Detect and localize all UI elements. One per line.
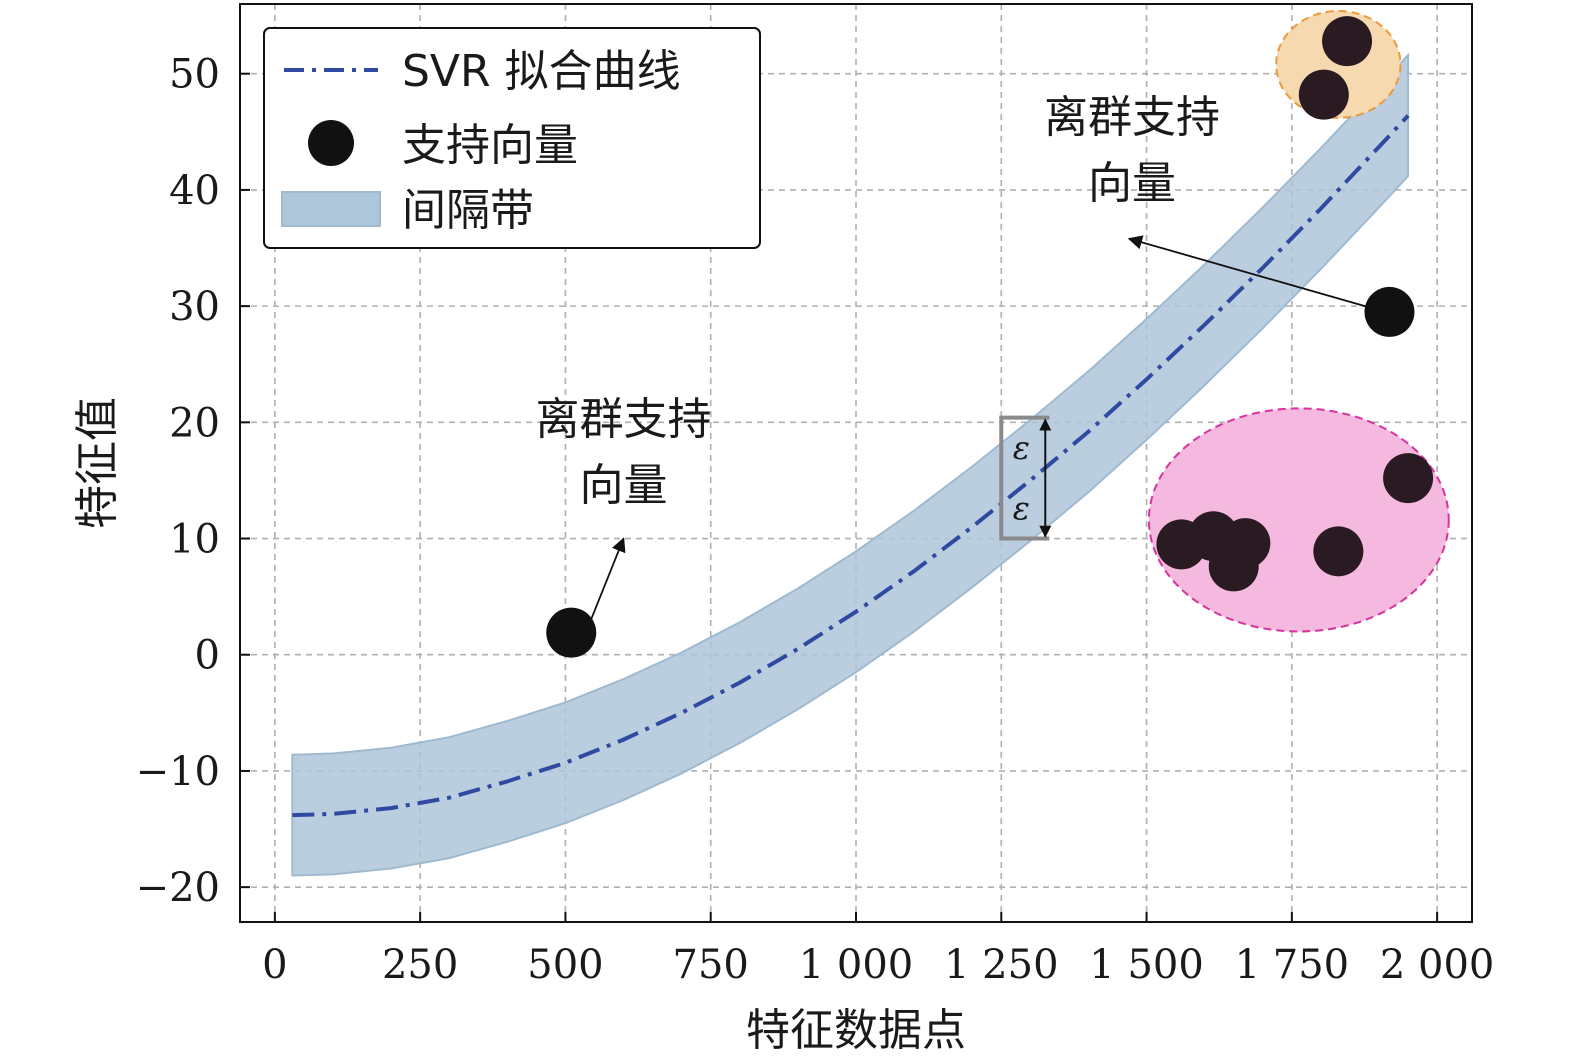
x-tick-label: 1 750 (1235, 942, 1350, 988)
support-vector-point (1364, 286, 1415, 337)
support-vector-point (1322, 16, 1373, 67)
annotation-arrow (584, 537, 626, 633)
support-vector-point (1298, 69, 1349, 120)
pink-cluster-ellipse (1147, 407, 1450, 633)
x-tick-label: 250 (382, 942, 458, 988)
annotation-arrow (1127, 235, 1374, 310)
epsilon-marker: εε (999, 415, 1052, 541)
x-tick-label: 750 (673, 942, 749, 988)
legend-box (263, 27, 761, 249)
support-vectors (546, 16, 1434, 658)
y-tick-label: 0 (195, 633, 220, 679)
legend: SVR 拟合曲线 支持向量 间隔带 (263, 27, 761, 249)
axis-ticks: 0 250 500 750 1 000 1 250 1 500 1 750 2 000−20−1… (136, 52, 1495, 988)
epsilon-label-lower: ε (1013, 489, 1030, 527)
annotation-text: 离群支持 (536, 394, 712, 445)
y-axis-title: 特征值 (72, 397, 123, 529)
x-tick-label: 1 000 (799, 942, 914, 988)
support-vector-point (1220, 518, 1271, 569)
epsilon-bracket (999, 415, 1050, 541)
x-tick-label: 500 (527, 942, 603, 988)
support-vector-point (546, 607, 597, 658)
x-tick-label: 1 500 (1089, 942, 1204, 988)
legend-points-label: 支持向量 (402, 120, 578, 171)
annotation-text: 向量 (580, 460, 668, 511)
svr-fit-curve (292, 114, 1410, 818)
y-tick-label: 30 (169, 284, 220, 330)
x-tick-label: 0 (262, 942, 287, 988)
y-tick-label: 20 (169, 400, 220, 446)
annotation-text: 向量 (1088, 158, 1176, 209)
y-tick-label: 50 (169, 52, 220, 98)
y-tick-label: 40 (169, 168, 220, 214)
support-vector-point (1383, 453, 1434, 504)
x-tick-label: 2 000 (1380, 942, 1495, 988)
y-tick-label: −20 (136, 865, 220, 911)
legend-curve-label: SVR 拟合曲线 (402, 46, 681, 97)
legend-band-swatch (281, 191, 381, 227)
legend-points-swatch (308, 120, 354, 166)
legend-band-label: 间隔带 (402, 185, 534, 236)
y-tick-label: −10 (136, 749, 220, 795)
y-tick-label: 10 (169, 517, 220, 563)
margin-band (291, 52, 1410, 877)
epsilon-label-upper: ε (1013, 429, 1030, 467)
support-vector-point (1313, 526, 1364, 577)
x-tick-label: 1 250 (944, 942, 1059, 988)
annotation-text: 离群支持 (1044, 92, 1220, 143)
x-axis-title: 特征数据点 (746, 1005, 966, 1056)
